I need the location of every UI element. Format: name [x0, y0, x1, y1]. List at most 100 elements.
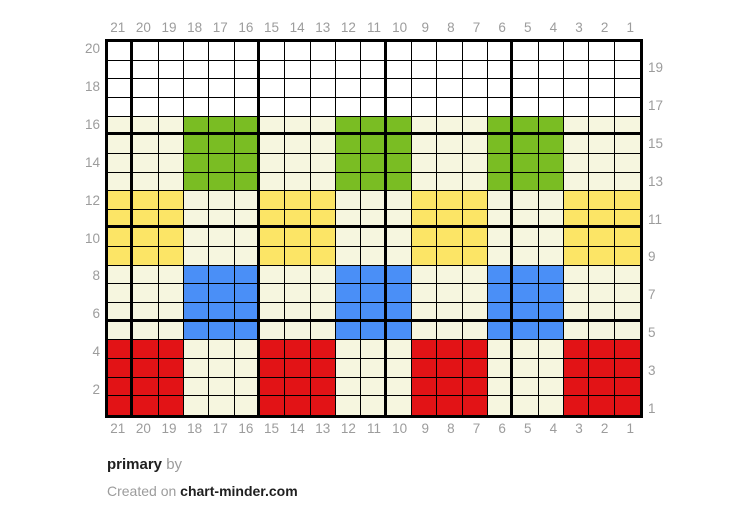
- chart-cell: [336, 228, 362, 248]
- chart-cell: [133, 396, 159, 415]
- chart-cell: [386, 153, 412, 173]
- chart-cell: [488, 191, 514, 210]
- chart-cell: [538, 79, 564, 98]
- column-label: 11: [367, 20, 382, 35]
- row-label: 7: [648, 287, 656, 303]
- column-label: 17: [212, 20, 228, 35]
- chart-cell: [108, 303, 134, 322]
- chart-cell: [336, 396, 362, 415]
- chart-cell: [108, 247, 134, 266]
- chart-cell: [564, 97, 590, 117]
- chart-cell: [437, 42, 463, 61]
- chart-cell: [336, 97, 362, 117]
- chart-cell: [184, 172, 210, 192]
- chart-cell: [361, 377, 387, 397]
- row-label: [55, 58, 100, 77]
- chart-cell: [513, 396, 539, 415]
- chart-cell: [614, 172, 640, 192]
- chart-cell: [437, 359, 463, 378]
- chart-cell: [158, 209, 184, 229]
- chart-cell: [209, 228, 235, 248]
- chart-cell: [564, 265, 590, 285]
- chart-byline: by: [166, 456, 183, 473]
- column-label: 9: [421, 421, 430, 436]
- chart-cell: [361, 284, 387, 304]
- chart-cell: [133, 153, 159, 173]
- chart-cell: [412, 321, 438, 341]
- chart-cell: [285, 153, 311, 173]
- chart-cell: [437, 265, 463, 285]
- chart-cell: [513, 303, 539, 322]
- chart-cell: [488, 321, 514, 341]
- chart-cell: [386, 116, 412, 136]
- chart-cell: [614, 284, 640, 304]
- row-label: 8: [92, 268, 100, 284]
- chart-cell: [260, 321, 286, 341]
- chart-cell: [488, 247, 514, 266]
- chart-cell: [336, 321, 362, 341]
- chart-cell: [336, 209, 362, 229]
- chart-cell: [285, 172, 311, 192]
- chart-cell: [234, 60, 260, 80]
- chart-cell: [234, 153, 260, 173]
- row-label: [648, 153, 688, 172]
- chart-cell: [462, 60, 488, 80]
- chart-cell: [589, 340, 615, 360]
- column-label: 14: [289, 421, 305, 436]
- chart-cell: [614, 396, 640, 415]
- chart-cell: [158, 321, 184, 341]
- chart-cell: [589, 116, 615, 136]
- chart-cell: [538, 135, 564, 154]
- chart-cell: [462, 247, 488, 266]
- chart-cell: [234, 191, 260, 210]
- chart-cell: [589, 42, 615, 61]
- chart-cell: [412, 42, 438, 61]
- chart-cell: [361, 191, 387, 210]
- chart-cell: [285, 97, 311, 117]
- chart-cell: [158, 359, 184, 378]
- chart-cell: [285, 135, 311, 154]
- chart-cell: [209, 153, 235, 173]
- row-label: [55, 399, 100, 418]
- chart-cell: [589, 377, 615, 397]
- chart-cell: [133, 359, 159, 378]
- chart-cell: [184, 116, 210, 136]
- column-label: 18: [187, 421, 203, 436]
- chart-cell: [209, 97, 235, 117]
- chart-cell: [488, 228, 514, 248]
- chart-cell: [412, 79, 438, 98]
- chart-cell: [488, 396, 514, 415]
- chart-cell: [234, 42, 260, 61]
- chart-cell: [158, 228, 184, 248]
- row-label: [55, 96, 100, 115]
- chart-cell: [462, 153, 488, 173]
- chart-cell: [310, 340, 336, 360]
- chart-cell: [234, 359, 260, 378]
- chart-minder-link[interactable]: chart-minder.com: [180, 483, 298, 499]
- chart-cell: [614, 153, 640, 173]
- column-label: 10: [392, 421, 408, 436]
- chart-cell: [336, 60, 362, 80]
- chart-cell: [336, 265, 362, 285]
- chart-cell: [108, 228, 134, 248]
- chart-cell: [336, 377, 362, 397]
- chart-cell: [564, 359, 590, 378]
- chart-cell: [564, 172, 590, 192]
- chart-cell: [488, 284, 514, 304]
- chart-cell: [513, 265, 539, 285]
- chart-cell: [336, 79, 362, 98]
- column-label: 16: [238, 20, 254, 35]
- chart-cell: [513, 284, 539, 304]
- chart-cell: [462, 284, 488, 304]
- row-label: [648, 304, 688, 323]
- chart-cell: [462, 303, 488, 322]
- row-label: 2: [92, 382, 100, 398]
- chart-cell: [158, 60, 184, 80]
- column-label: 13: [315, 421, 331, 436]
- chart-cell: [133, 97, 159, 117]
- chart-cell: [133, 116, 159, 136]
- row-label: [648, 39, 688, 58]
- chart-cell: [310, 60, 336, 80]
- chart-cell: [158, 172, 184, 192]
- chart-cell: [336, 284, 362, 304]
